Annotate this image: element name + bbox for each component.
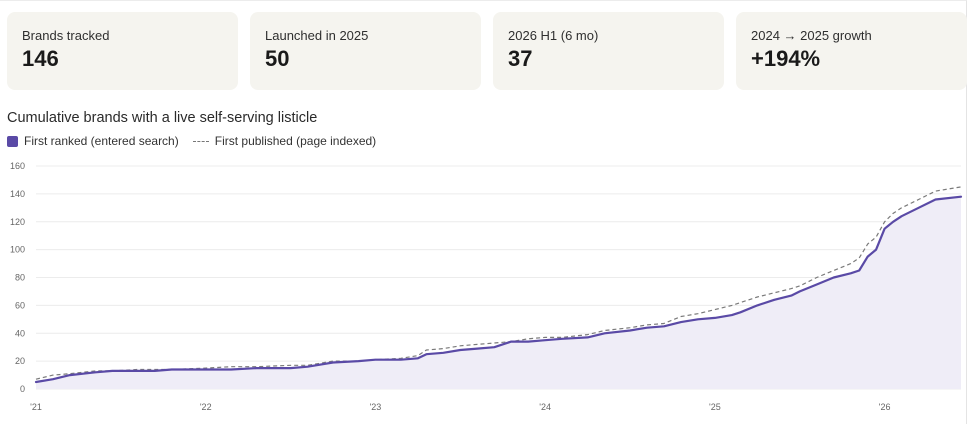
stat-value: 37 (508, 46, 533, 71)
y-tick-label: 100 (10, 245, 25, 255)
stat-label: Launched in 2025 (265, 28, 369, 43)
y-tick-label: 140 (10, 189, 25, 199)
chart-title: Cumulative brands with a live self-servi… (7, 110, 318, 126)
stat-card-launched-2025: Launched in 2025 50 (250, 12, 481, 90)
y-tick-label: 0 (20, 384, 25, 394)
stat-label: 2026 H1 (6 mo) (508, 28, 599, 43)
legend-swatch-published (192, 140, 209, 142)
stat-value: +194% (751, 46, 821, 71)
x-tick-label: '22 (200, 402, 212, 412)
x-tick-label: '23 (370, 402, 382, 412)
y-tick-label: 120 (10, 217, 25, 227)
stat-card-growth: 2024 → 2025 growth +194% (736, 12, 967, 90)
stat-label: 2024 → 2025 growth (751, 28, 872, 43)
y-tick-label: 80 (15, 273, 25, 283)
legend-swatch-ranked (7, 135, 18, 147)
chart-legend: First ranked (entered search) First publ… (7, 134, 376, 148)
stat-card-2026-h1: 2026 H1 (6 mo) 37 (493, 12, 724, 90)
published-series-line (35, 186, 962, 380)
legend-label-published: First published (page indexed) (214, 134, 377, 148)
stat-value: 146 (22, 46, 59, 71)
stat-card-brands-tracked: Brands tracked 146 (7, 12, 238, 90)
y-tick-label: 60 (15, 300, 25, 310)
stat-label: Brands tracked (22, 28, 110, 43)
legend-label-ranked: First ranked (entered search) (24, 134, 179, 148)
stat-value: 50 (265, 46, 290, 71)
x-tick-label: '21 (30, 402, 42, 412)
ranked-series-line (34, 195, 963, 384)
cumulative-brands-chart: 0 20 40 60 80 100 120 140 160 '21 '22 '23 '24 '25 '26 (10, 161, 963, 412)
stats-row: Brands tracked 146 Launched in 2025 50 2… (7, 12, 967, 90)
y-tick-label: 160 (10, 161, 25, 171)
x-tick-label: '25 (709, 402, 721, 412)
ranked-area-fill (36, 196, 961, 389)
y-tick-label: 20 (15, 356, 25, 366)
x-tick-label: '26 (879, 402, 891, 412)
x-tick-label: '24 (539, 402, 551, 412)
y-tick-label: 40 (15, 328, 25, 338)
